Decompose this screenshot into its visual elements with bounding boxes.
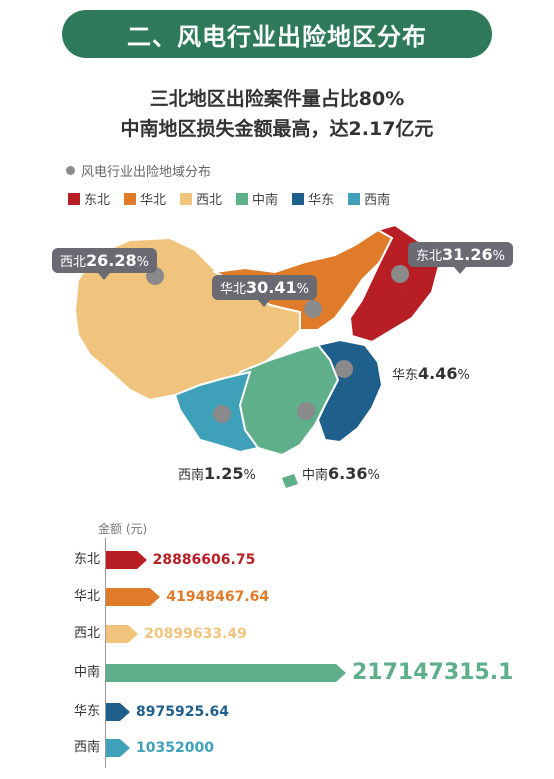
label-percent-sign: % xyxy=(367,468,380,483)
bar-chart-axis-line xyxy=(105,538,106,768)
legend-label: 西南 xyxy=(364,193,391,208)
region-huadong xyxy=(316,338,384,444)
label-region-value: 4.46 xyxy=(418,364,458,383)
bar-category-label: 华东 xyxy=(73,704,100,719)
callout-percent-sign: % xyxy=(296,282,309,297)
callout-region-name: 西北 xyxy=(60,255,87,270)
region-hainan xyxy=(282,474,298,488)
label-region-name: 中南 xyxy=(302,468,329,483)
callout-region-name: 华北 xyxy=(220,282,247,297)
callout-percent-sign: % xyxy=(136,255,149,270)
callout-region-value: 31.26 xyxy=(442,245,493,264)
legend-label: 东北 xyxy=(84,193,111,208)
map-title: 风电行业出险地域分布 xyxy=(66,161,211,180)
callout-region-value: 30.41 xyxy=(246,278,297,297)
location-pin-icon xyxy=(297,402,316,440)
legend-item-dongbei: 东北 xyxy=(68,189,110,208)
callout-percent-sign: % xyxy=(492,249,505,264)
bar-value-label: 41948467.64 xyxy=(166,589,270,605)
location-pin-icon xyxy=(213,405,232,443)
callout-huabei: 华北30.41% xyxy=(212,275,317,307)
bar-value-label: 8975925.64 xyxy=(136,704,229,720)
legend-swatch xyxy=(180,192,193,205)
legend-item-zhongnan: 中南 xyxy=(236,189,278,208)
callout-xibei: 西北26.28% xyxy=(52,248,157,280)
label-percent-sign: % xyxy=(457,368,470,383)
bar xyxy=(106,588,161,606)
bar-chart-axis-label: 金额 (元) xyxy=(98,522,148,536)
legend-item-huabei: 华北 xyxy=(124,189,166,208)
bar-value-label: 28886606.75 xyxy=(152,552,256,568)
subtitle-line2: 中南地区损失金额最高，达2.17亿元 xyxy=(120,118,434,140)
legend-swatch xyxy=(68,192,80,205)
china-region-map xyxy=(73,223,442,488)
section-title-banner: 二、风电行业出险地区分布 xyxy=(62,10,492,58)
label-percent-sign: % xyxy=(243,468,256,483)
legend-label: 中南 xyxy=(252,193,279,208)
map-legend: 东北 华北 西北 中南 华东 西南 xyxy=(68,189,390,208)
label-region-value: 1.25 xyxy=(204,464,244,483)
legend-label: 华北 xyxy=(140,193,167,208)
legend-label: 华东 xyxy=(308,193,335,208)
legend-swatch xyxy=(236,192,249,205)
bar-category-label: 西北 xyxy=(73,626,100,641)
bar-category-label: 西南 xyxy=(73,740,100,755)
callout-region-value: 26.28 xyxy=(86,251,137,270)
label-region-name: 华东 xyxy=(392,368,419,383)
legend-swatch xyxy=(124,192,137,205)
location-pin-icon xyxy=(335,360,354,398)
bar-value-label: 217147315.1 xyxy=(352,660,514,685)
bar-value-label: 20899633.49 xyxy=(144,626,247,642)
bar-value-label: 10352000 xyxy=(136,740,214,756)
legend-label: 西北 xyxy=(196,193,223,208)
location-pin-icon xyxy=(146,267,165,305)
label-xinan: 西南1.25% xyxy=(178,464,256,483)
location-pin-icon xyxy=(304,300,323,338)
section-title: 二、风电行业出险地区分布 xyxy=(127,22,427,51)
bar xyxy=(106,739,130,757)
label-region-name: 西南 xyxy=(178,468,205,483)
legend-item-xibei: 西北 xyxy=(180,189,222,208)
legend-swatch xyxy=(292,192,305,205)
location-dot-icon xyxy=(66,166,75,175)
callout-dongbei: 东北31.26% xyxy=(408,242,513,274)
label-zhongnan: 中南6.36% xyxy=(302,464,380,483)
label-huadong: 华东4.46% xyxy=(392,364,470,383)
legend-item-huadong: 华东 xyxy=(292,189,334,208)
bar xyxy=(106,703,130,721)
bar xyxy=(106,664,346,682)
bar xyxy=(106,551,147,569)
legend-swatch xyxy=(348,192,361,205)
bar xyxy=(106,625,139,643)
legend-item-xinan: 西南 xyxy=(348,189,390,208)
label-region-value: 6.36 xyxy=(328,464,368,483)
bar-category-label: 东北 xyxy=(73,552,100,567)
bar-category-label: 中南 xyxy=(73,665,100,680)
bar-category-label: 华北 xyxy=(73,589,100,604)
location-pin-icon xyxy=(391,265,410,303)
callout-region-name: 东北 xyxy=(416,249,443,264)
subtitle-line1: 三北地区出险案件量占比80% xyxy=(149,88,405,110)
map-title-text: 风电行业出险地域分布 xyxy=(81,165,212,180)
